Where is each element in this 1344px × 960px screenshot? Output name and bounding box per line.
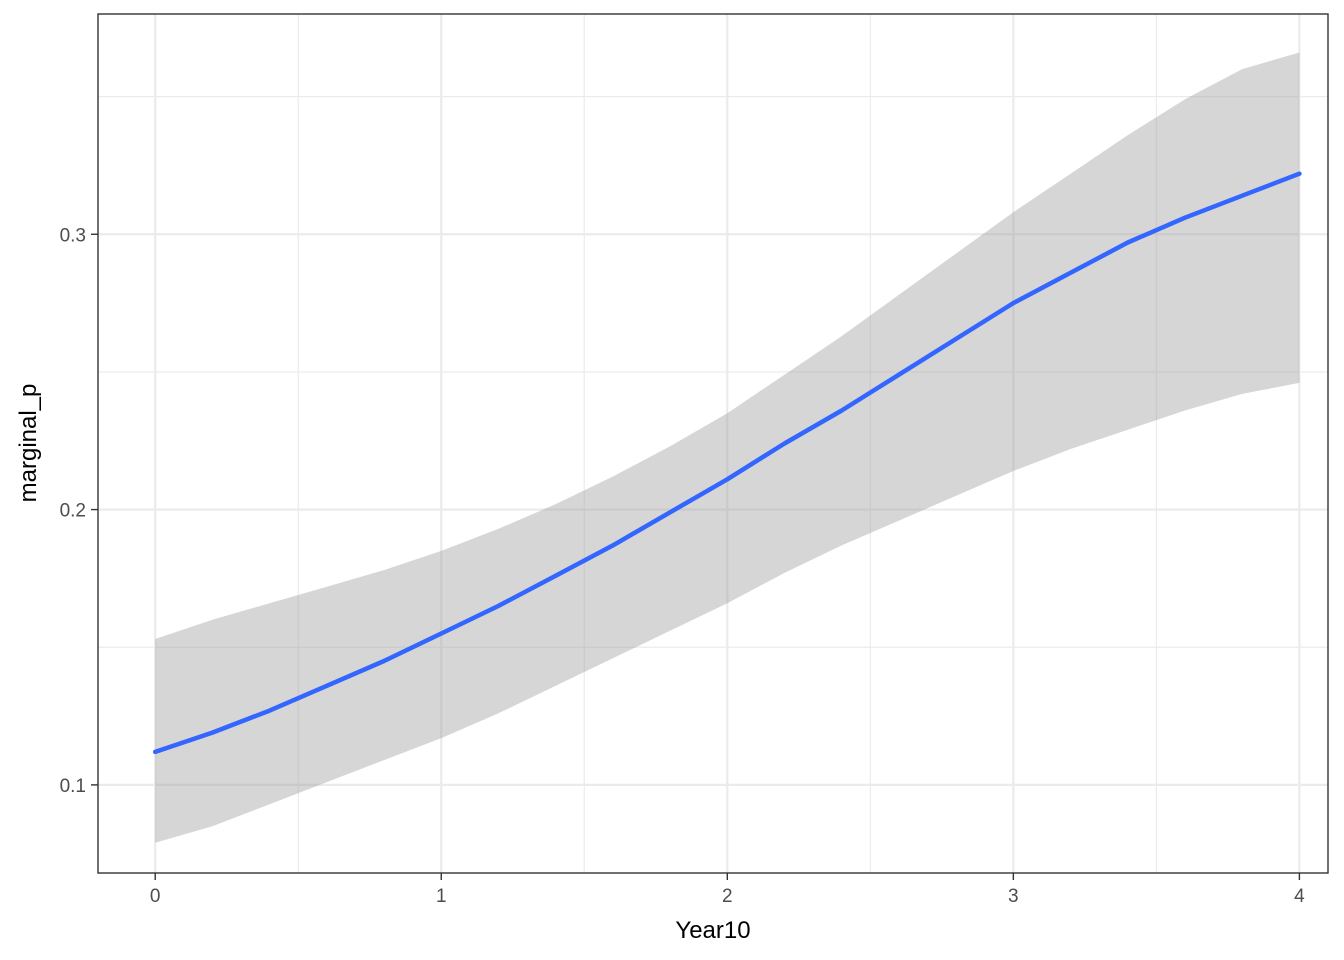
x-tick-label: 3 (1008, 886, 1019, 907)
grid-minor (98, 14, 1328, 873)
x-axis: 0 1 2 3 4 (150, 873, 1305, 907)
grid-major (98, 14, 1328, 873)
y-axis: 0.1 0.2 0.3 (60, 225, 98, 797)
x-axis-title: Year10 (675, 917, 750, 944)
x-tick-label: 1 (436, 886, 447, 907)
y-tick-label: 0.3 (60, 225, 86, 246)
fit-line (152, 171, 1302, 755)
y-tick-label: 0.2 (60, 501, 86, 522)
x-tick-label: 0 (150, 886, 161, 907)
confidence-ribbon (155, 52, 1300, 843)
plot-background (98, 14, 1328, 873)
x-tick-label: 4 (1294, 886, 1305, 907)
y-axis-title: marginal_p (15, 384, 42, 503)
y-tick-label: 0.1 (60, 776, 86, 797)
plot-border (97, 13, 1329, 874)
x-tick-label: 2 (722, 886, 733, 907)
